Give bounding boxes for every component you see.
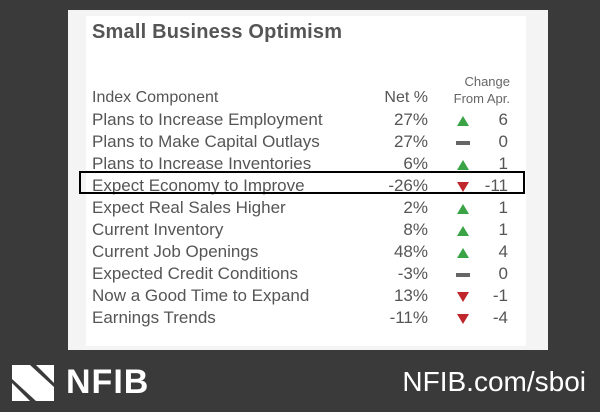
row-label: Current Inventory [92,220,224,239]
down-arrow-icon [456,181,470,193]
component-header: Index Component [92,89,219,106]
row-change-value: 1 [498,154,508,173]
row-change-value: 1 [498,198,508,217]
table-card [86,16,526,346]
table-row: Plans to Make Capital Outlays 27% 0 [90,132,520,154]
row-label: Expect Economy to Improve [92,176,305,195]
logo-text: NFIB [66,363,150,401]
highlight-box [79,171,525,194]
table-row: Expect Economy to Improve -26% -11 [90,176,520,198]
no-change-dash-icon [456,269,470,281]
footer-url-link[interactable]: NFIB.com/sboi [402,366,586,397]
row-net-value: -26% [388,176,428,195]
table-row: Plans to Increase Inventories 6% 1 [90,154,520,176]
up-arrow-icon [456,225,470,237]
nfib-logo-icon [12,365,54,401]
row-label: Expected Credit Conditions [92,264,299,283]
table-row: Plans to Increase Employment 27% 6 [90,110,520,132]
down-arrow-icon [456,291,470,303]
row-label: Plans to Increase Inventories [92,154,312,173]
row-label: Plans to Make Capital Outlays [92,132,320,151]
row-net-value: 27% [393,110,428,129]
change-header-line2: From Apr. [453,91,510,106]
table-row: Current Inventory 8% 1 [90,220,520,242]
no-change-dash-icon [456,137,470,149]
row-label: Current Job Openings [92,242,259,261]
row-change-value: 0 [498,132,508,151]
up-arrow-icon [456,203,470,215]
row-net-value: 48% [393,242,428,261]
row-net-value: 13% [393,286,428,305]
up-arrow-icon [456,159,470,171]
row-change-value: 4 [498,242,508,261]
row-change-value: -11 [484,176,508,195]
row-net-value: 6% [403,154,428,173]
row-label: Earnings Trends [92,308,216,327]
row-net-value: 8% [403,220,428,239]
row-net-value: -3% [397,264,428,283]
row-change-value: 6 [498,110,508,129]
row-label: Now a Good Time to Expand [92,286,310,305]
row-label: Expect Real Sales Higher [92,198,286,217]
footer-bar [0,350,600,412]
row-label: Plans to Increase Employment [92,110,323,129]
row-net-value: 2% [403,198,428,217]
table-row: Expect Real Sales Higher 2% 1 [90,198,520,220]
up-arrow-icon [456,115,470,127]
table-row: Earnings Trends -11% -4 [90,308,520,330]
row-net-value: -11% [389,308,428,327]
row-change-value: 0 [498,264,508,283]
net-header: Net % [384,89,428,106]
change-header-line1: Change [464,74,510,89]
table-row: Expected Credit Conditions -3% 0 [90,264,520,286]
nfib-logo[interactable]: NFIB [10,363,190,403]
down-arrow-icon [456,313,470,325]
table-title: Small Business Optimism [92,21,343,43]
row-change-value: -1 [492,286,508,305]
row-net-value: 27% [393,132,428,151]
row-change-value: 1 [498,220,508,239]
table-row: Now a Good Time to Expand 13% -1 [90,286,520,308]
row-change-value: -4 [492,308,508,327]
up-arrow-icon [456,247,470,259]
table-row: Current Job Openings 48% 4 [90,242,520,264]
